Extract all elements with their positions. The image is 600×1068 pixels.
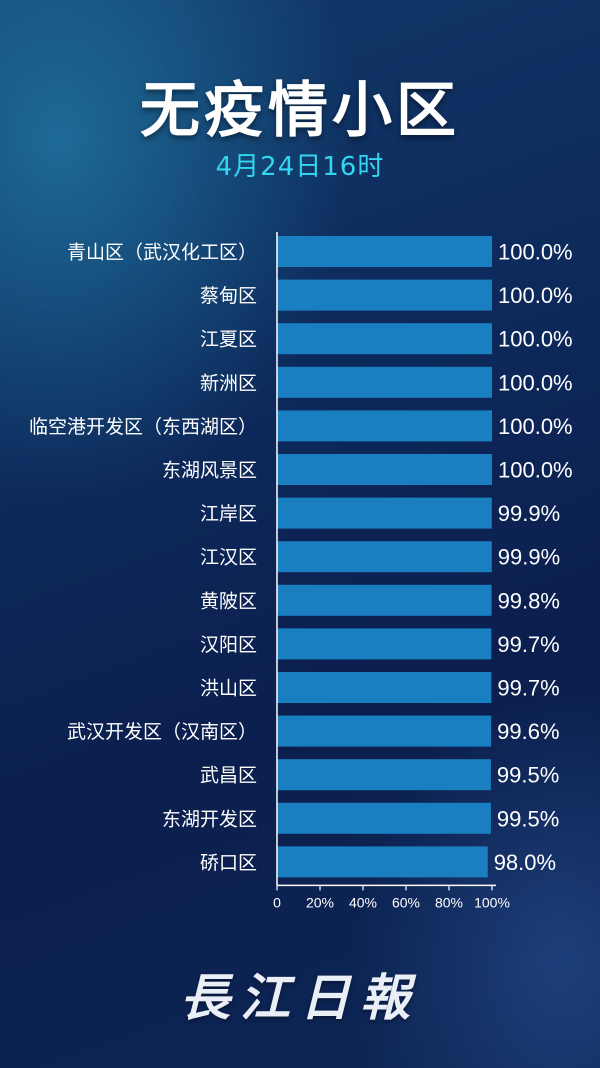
bar <box>277 846 488 878</box>
bar <box>277 497 492 529</box>
value-label: 99.9% <box>498 501 560 526</box>
x-tick-label: 40% <box>349 894 377 910</box>
value-label: 99.6% <box>497 719 559 744</box>
bar <box>277 541 492 573</box>
x-tick-label: 100% <box>474 894 510 910</box>
category-label: 武昌区 <box>200 765 257 787</box>
bar <box>277 323 492 355</box>
category-label: 江夏区 <box>200 329 257 351</box>
x-tick-label: 80% <box>435 894 463 910</box>
page-title: 无疫情小区 <box>140 76 460 146</box>
value-label: 99.9% <box>498 545 560 570</box>
value-label: 100.0% <box>498 458 573 483</box>
value-label: 100.0% <box>498 283 573 308</box>
date-subtitle: 4月24日16时 <box>215 152 385 182</box>
category-label: 江岸区 <box>200 503 257 525</box>
bar <box>277 410 492 442</box>
bar <box>277 672 492 703</box>
x-tick-label: 60% <box>392 894 420 910</box>
category-label: 临空港开发区（东西湖区） <box>29 416 257 438</box>
value-label: 99.5% <box>497 763 559 788</box>
value-label: 98.0% <box>494 850 556 875</box>
value-label: 100.0% <box>498 370 573 395</box>
newspaper-logo: 長江日報 <box>180 968 420 1027</box>
bar <box>277 454 492 485</box>
bar <box>277 236 492 267</box>
category-label: 硚口区 <box>200 852 257 874</box>
x-tick-label: 0 <box>273 894 281 910</box>
category-label: 东湖开发区 <box>162 808 257 830</box>
x-tick-label: 20% <box>306 894 334 910</box>
bar <box>277 366 492 398</box>
bar <box>277 279 492 311</box>
bar <box>277 584 492 616</box>
bar <box>277 802 491 834</box>
category-label: 蔡甸区 <box>200 285 257 307</box>
value-label: 100.0% <box>498 414 573 439</box>
value-label: 100.0% <box>498 327 573 352</box>
bar <box>277 759 491 791</box>
bar <box>277 628 492 660</box>
value-label: 99.7% <box>497 676 559 701</box>
category-label: 新洲区 <box>200 372 257 394</box>
category-label: 江汉区 <box>200 547 257 569</box>
category-label: 汉阳区 <box>200 634 257 656</box>
category-label: 黄陂区 <box>200 590 257 612</box>
category-label: 武汉开发区（汉南区） <box>67 721 257 743</box>
value-label: 99.7% <box>497 632 559 657</box>
value-label: 99.5% <box>497 806 559 831</box>
category-label: 东湖风景区 <box>162 460 257 482</box>
bar-chart: 青山区（武汉化工区） 100.0% 蔡甸区 100.0% 江夏区 100.0% 新洲区 100… <box>29 232 573 910</box>
bar <box>277 715 492 747</box>
value-label: 99.8% <box>498 588 560 613</box>
category-label: 洪山区 <box>200 678 257 700</box>
value-label: 100.0% <box>498 240 573 265</box>
category-label: 青山区（武汉化工区） <box>67 242 257 264</box>
